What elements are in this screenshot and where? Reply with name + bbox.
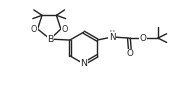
Text: B: B [47, 35, 53, 44]
Text: O: O [61, 25, 68, 34]
Text: N: N [109, 33, 115, 42]
Text: N: N [80, 59, 87, 68]
Text: O: O [31, 25, 37, 34]
Text: H: H [110, 30, 115, 36]
Text: O: O [126, 49, 133, 58]
Text: O: O [140, 34, 147, 43]
